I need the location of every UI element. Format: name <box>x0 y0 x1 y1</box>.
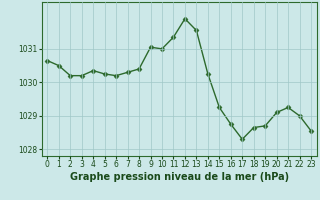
X-axis label: Graphe pression niveau de la mer (hPa): Graphe pression niveau de la mer (hPa) <box>70 172 289 182</box>
